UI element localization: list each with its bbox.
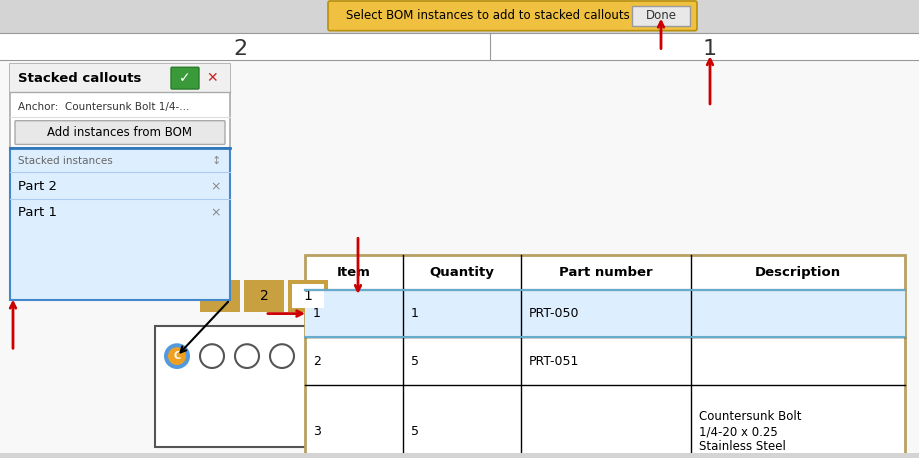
- Bar: [10, 64, 230, 300]
- FancyBboxPatch shape: [15, 120, 225, 144]
- Text: 2: 2: [312, 354, 321, 368]
- Text: PRT-050: PRT-050: [528, 307, 579, 320]
- Text: 1: 1: [411, 307, 418, 320]
- Text: Anchor:  Countersunk Bolt 1/4-...: Anchor: Countersunk Bolt 1/4-...: [18, 102, 189, 112]
- Bar: [305, 290, 904, 338]
- Text: 1: 1: [312, 307, 321, 320]
- Bar: [0, 60, 919, 453]
- Text: ↕: ↕: [211, 156, 221, 166]
- Text: Description: Description: [754, 266, 840, 279]
- Text: Stacked callouts: Stacked callouts: [18, 71, 142, 85]
- Bar: [0, 33, 919, 60]
- FancyBboxPatch shape: [171, 67, 199, 89]
- Text: 3: 3: [312, 425, 321, 438]
- Text: Add instances from BOM: Add instances from BOM: [48, 126, 192, 139]
- Bar: [244, 280, 284, 311]
- Text: Part number: Part number: [559, 266, 652, 279]
- Bar: [10, 64, 230, 92]
- Bar: [10, 148, 230, 300]
- Text: Countersunk Bolt
1/4-20 x 0.25
Stainless Steel: Countersunk Bolt 1/4-20 x 0.25 Stainless…: [698, 410, 800, 453]
- Text: 1: 1: [702, 39, 716, 60]
- Text: Done: Done: [645, 9, 675, 22]
- Text: Quantity: Quantity: [429, 266, 494, 279]
- Text: ×: ×: [210, 206, 221, 219]
- Bar: [305, 255, 904, 458]
- Text: 1: 1: [303, 289, 312, 303]
- Text: Select BOM instances to add to stacked callouts: Select BOM instances to add to stacked c…: [346, 9, 630, 22]
- Text: ✓: ✓: [179, 71, 190, 85]
- Bar: [204, 284, 236, 308]
- Circle shape: [164, 343, 190, 369]
- Circle shape: [168, 347, 186, 365]
- Text: PRT-051: PRT-051: [528, 354, 579, 368]
- Text: 5: 5: [411, 425, 418, 438]
- Text: Item: Item: [336, 266, 370, 279]
- Bar: [199, 280, 240, 311]
- Bar: [291, 284, 323, 308]
- Text: 2: 2: [259, 289, 268, 303]
- Text: 5: 5: [411, 354, 418, 368]
- Bar: [154, 327, 320, 447]
- Bar: [631, 6, 689, 26]
- Text: ×: ×: [210, 180, 221, 193]
- FancyBboxPatch shape: [328, 1, 697, 31]
- Text: Part 1: Part 1: [18, 206, 57, 219]
- Bar: [288, 280, 328, 311]
- Text: Part 2: Part 2: [18, 180, 57, 193]
- Text: C: C: [173, 351, 180, 361]
- Bar: [248, 284, 279, 308]
- Text: 3: 3: [215, 289, 224, 303]
- Text: ✕: ✕: [206, 71, 218, 85]
- Text: 2: 2: [233, 39, 247, 60]
- Text: Stacked instances: Stacked instances: [18, 156, 113, 166]
